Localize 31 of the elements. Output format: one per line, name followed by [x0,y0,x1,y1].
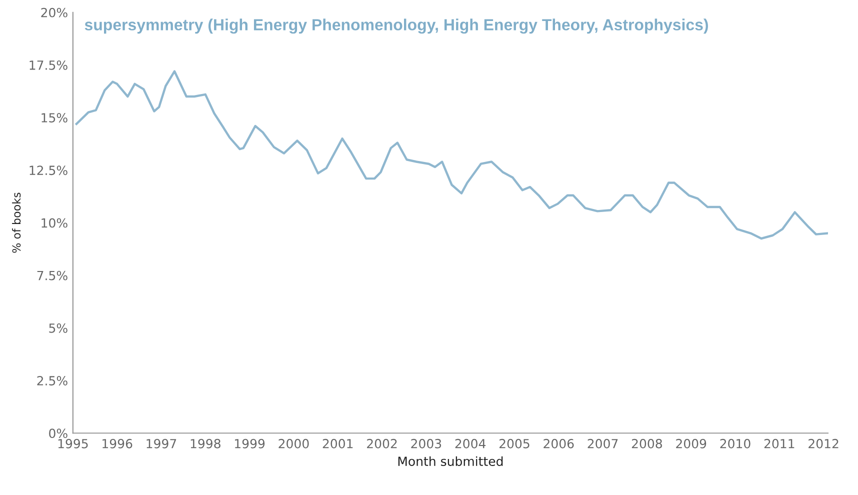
y-tick-label: 5% [49,323,68,333]
x-tick-label: 2010 [720,438,750,448]
x-tick-label: 2002 [367,438,397,448]
x-tick-label: 2007 [588,438,618,448]
y-tick-label: 12.5% [30,166,68,176]
x-tick-label: 1999 [235,438,265,448]
x-axis-title: Month submitted [398,456,503,466]
x-tick-label: 1998 [190,438,220,448]
x-tick-label: 2003 [411,438,442,448]
x-tick-label: 2009 [676,438,706,448]
x-tick-label: 2011 [764,438,794,448]
x-tick-label: 2008 [632,438,662,448]
y-tick-label: 10% [42,218,68,228]
y-tick-label: 2.5% [37,376,68,386]
x-tick-label: 2004 [455,438,486,448]
x-tick-label: 1996 [102,438,132,448]
x-tick-label: 2005 [499,438,530,448]
x-tick-label: 2001 [322,438,353,448]
y-tick-label: 20% [41,8,68,18]
y-axis-title: % of books [12,192,21,253]
y-tick-label: 15% [42,113,68,122]
x-tick-label: 2012 [808,438,838,448]
y-tick-label: 0% [49,428,68,438]
y-tick-label: 7.5% [37,270,68,280]
y-tick-label: 17.5% [30,60,68,70]
x-tick-label: 1995 [58,438,88,448]
chart-title: supersymmetry (High Energy Phenomenology, High Energy Theory, Astrophysics) [84,18,708,34]
x-tick-label: 1997 [146,438,176,448]
line-series [75,70,828,240]
x-tick-label: 2006 [544,438,574,448]
x-tick-label: 2000 [278,438,309,448]
